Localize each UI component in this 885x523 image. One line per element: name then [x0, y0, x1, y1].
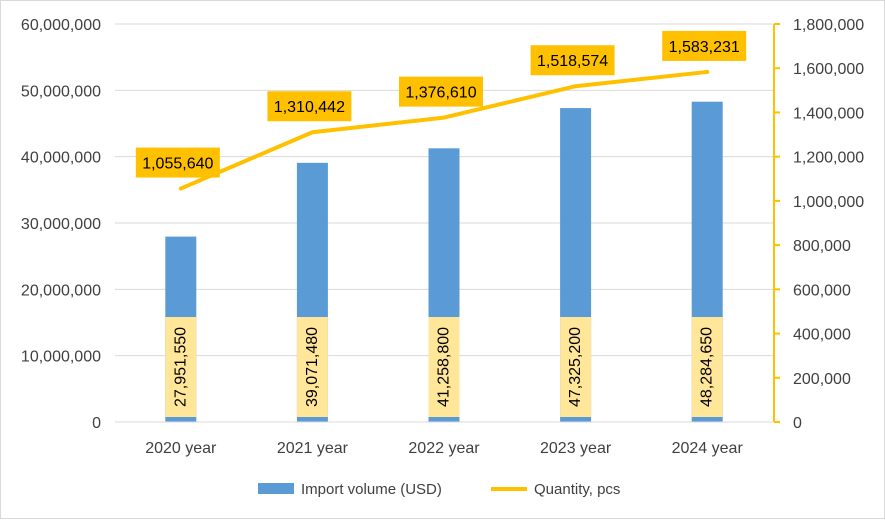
right-axis-tick-label: 400,000	[793, 327, 851, 344]
left-axis-tick-label: 10,000,000	[21, 349, 101, 366]
left-axis-tick-label: 60,000,000	[21, 17, 101, 34]
x-axis-tick-label: 2020 year	[145, 440, 217, 457]
line-label-box	[530, 45, 615, 76]
bar-label-box	[560, 317, 592, 417]
right-axis-tick-label: 1,000,000	[793, 194, 864, 211]
bar-data-label: 41,258,800	[436, 327, 453, 407]
line-label-box	[135, 147, 220, 178]
legend-line-label: Quantity, pcs	[534, 481, 620, 498]
line-series	[178, 69, 710, 191]
right-axis-tick-label: 1,200,000	[793, 150, 864, 167]
left-axis-tick-label: 30,000,000	[21, 216, 101, 233]
line-label-box	[662, 30, 747, 61]
right-axis-tick-label: 1,400,000	[793, 105, 864, 122]
bar-label-box	[296, 317, 328, 417]
line-data-label: 1,376,610	[405, 85, 476, 102]
legend-bar-label: Import volume (USD)	[301, 481, 442, 498]
bar-label-box	[165, 317, 197, 417]
left-axis-tick-label: 0	[92, 415, 101, 432]
line-point	[705, 70, 709, 74]
bar-data-label: 48,284,650	[699, 327, 716, 407]
line-label-box	[399, 76, 483, 107]
bar-data-label: 47,325,200	[567, 327, 584, 407]
x-axis-tick-label: 2023 year	[540, 440, 612, 457]
legend: Import volume (USD) Quantity, pcs	[258, 481, 620, 498]
line-data-label: 1,055,640	[142, 156, 213, 173]
line-point	[574, 84, 578, 88]
line-point	[179, 187, 183, 191]
left-axis-tick-label: 40,000,000	[21, 150, 101, 167]
right-axis-tick-label: 800,000	[793, 238, 851, 255]
legend-bar-swatch	[258, 483, 294, 494]
right-axis-tick-label: 1,600,000	[793, 61, 864, 78]
bar-data-label: 39,071,480	[304, 327, 321, 407]
data-labels: 27,951,550 39,071,480 41,258,800 47,325,200…	[135, 30, 747, 417]
bar-label-box	[428, 317, 460, 417]
bar-data-label: 27,951,550	[172, 327, 189, 407]
x-axis-tick-label: 2021 year	[277, 440, 349, 457]
right-axis-tick-label: 600,000	[793, 282, 851, 299]
line-point	[310, 130, 314, 134]
line-point	[442, 116, 446, 120]
x-axis-tick-label: 2024 year	[672, 440, 744, 457]
left-axis-tick-label: 20,000,000	[21, 282, 101, 299]
right-axis-tick-label: 0	[793, 415, 802, 432]
line-data-label: 1,310,442	[274, 99, 345, 116]
right-axis-tick-label: 1,800,000	[793, 17, 864, 34]
line-data-label: 1,518,574	[537, 53, 608, 70]
line-label-box	[267, 91, 352, 122]
line-data-label: 1,583,231	[669, 39, 740, 56]
bar-label-box	[691, 317, 723, 417]
x-axis-tick-label: 2022 year	[408, 440, 480, 457]
left-axis-tick-label: 50,000,000	[21, 83, 101, 100]
axes: 0 10,000,000 20,000,000 30,000,000 40,000,00…	[21, 17, 864, 457]
right-axis-tick-label: 200,000	[793, 371, 851, 388]
